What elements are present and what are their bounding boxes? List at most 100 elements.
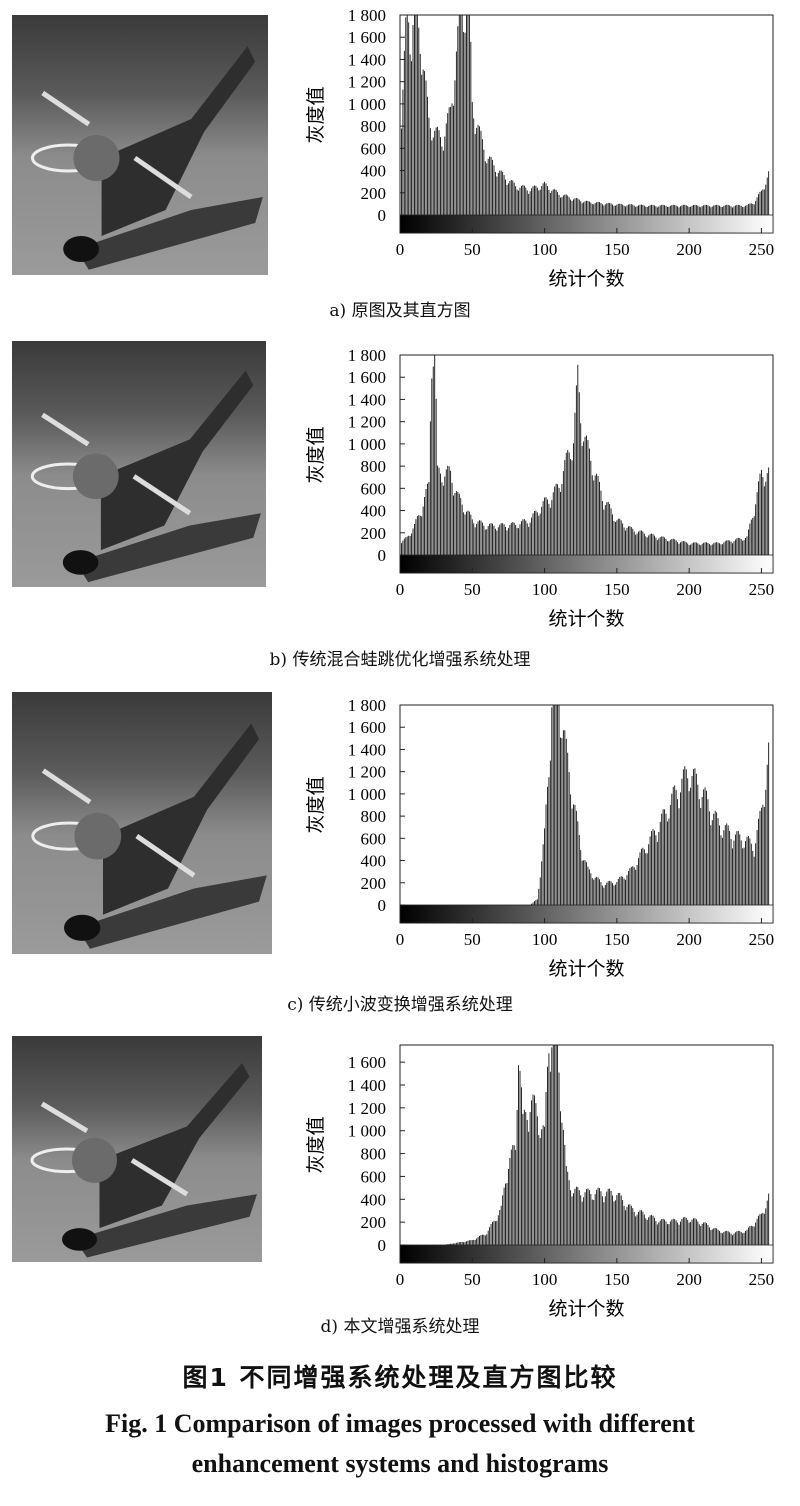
photo-proposed [12,1036,262,1262]
y-tick-label: 1 600 [348,368,386,387]
body-silhouette [77,875,267,949]
histogram-d: 0 200 400 600 800 1 000 1 200 1 400 1 600 0 50 100 1… [305,1044,775,1320]
arm-silhouette [100,370,254,551]
staff-right [133,155,193,200]
arm-silhouette [101,46,256,237]
x-axis-label: 统计个数 [548,958,624,980]
x-axis-label: 统计个数 [548,268,624,290]
arm-silhouette [103,723,259,915]
x-tick-label: 150 [604,580,630,599]
x-tick-label: 0 [396,240,405,259]
histogram-b: 0 200 400 600 800 1 000 1 200 1 400 1 600 1 800 0 5… [305,346,775,630]
y-tick-label: 1 400 [348,390,386,409]
photo-original [12,15,268,275]
y-axis-label: 灰度值 [305,1116,327,1173]
y-tick-label: 1 200 [348,73,386,92]
y-tick-label: 600 [361,139,387,158]
athlete-figure [30,46,263,270]
x-tick-label: 0 [396,930,405,949]
y-tick-label: 1 200 [348,763,386,782]
athlete-figure [30,370,261,583]
histogram-c: 0 200 400 600 800 1 000 1 200 1 400 1 600 1 800 0 5… [305,696,774,980]
x-tick-label: 200 [676,930,702,949]
gray-scale-bar [399,904,774,924]
x-tick-label: 150 [604,930,630,949]
staff-left [40,1101,89,1134]
histogram-a: 0 200 400 600 800 1 000 1 200 1 400 1 600 1 800 0 5… [305,6,775,290]
figure-title-en-line1: Fig. 1 Comparison of images processed wi… [105,1409,695,1438]
y-axis-label: 灰度值 [305,86,327,143]
staff-left [41,90,91,127]
x-tick-label: 100 [532,580,558,599]
y-tick-label: 1 800 [348,696,386,715]
panel-d: 0 200 400 600 800 1 000 1 200 1 400 1 600 0 50 100 1… [12,1036,775,1337]
head-shape [74,812,122,860]
x-tick-label: 0 [396,580,405,599]
y-tick-label: 1 000 [348,95,386,114]
x-tick-label: 200 [676,580,702,599]
athlete-figure [30,1063,257,1258]
figure-title-en-line2: enhancement systems and histograms [191,1449,609,1478]
y-tick-label: 0 [378,896,387,915]
head-shape [73,134,120,182]
y-tick-label: 200 [361,874,387,893]
y-tick-label: 600 [361,1167,387,1186]
photo-wavelet [12,692,272,954]
y-axis-label: 灰度值 [305,426,327,483]
y-tick-label: 0 [378,1236,387,1255]
y-tick-label: 800 [361,1145,387,1164]
y-tick-label: 200 [361,1213,387,1232]
head-shape [72,453,119,500]
x-tick-label: 150 [604,240,630,259]
y-tick-label: 0 [378,546,387,565]
y-tick-label: 600 [361,829,387,848]
y-tick-label: 1 000 [348,435,386,454]
figure-title-en: Fig. 1 Comparison of images processed wi… [0,1404,800,1484]
y-tick-label: 200 [361,184,387,203]
caption-d: d) 本文增强系统处理 [320,1317,480,1337]
x-tick-label: 100 [532,930,558,949]
x-tick-label: 0 [396,1270,405,1289]
x-tick-label: 50 [464,240,481,259]
x-tick-label: 100 [532,1270,558,1289]
y-tick-label: 800 [361,457,387,476]
x-tick-label: 250 [749,580,775,599]
staff-left [41,412,90,447]
arm-silhouette [99,1063,250,1229]
body-silhouette [76,197,263,270]
x-tick-label: 50 [464,580,481,599]
y-tick-label: 400 [361,162,387,181]
y-tick-label: 600 [361,479,387,498]
photo-sfla [12,341,266,587]
y-tick-label: 1 000 [348,1122,386,1141]
y-tick-label: 800 [361,807,387,826]
head-shape [72,1137,117,1183]
y-tick-label: 0 [378,206,387,225]
x-axis-label: 统计个数 [548,1298,624,1320]
x-tick-label: 250 [749,1270,775,1289]
caption-a: a) 原图及其直方图 [329,301,471,321]
shoe [63,914,101,941]
x-tick-label: 100 [532,240,558,259]
staff-right [130,1158,189,1197]
x-tick-label: 250 [749,240,775,259]
shoe [62,1228,97,1251]
y-tick-label: 1 400 [348,50,386,69]
y-tick-label: 1 200 [348,1099,386,1118]
y-tick-label: 200 [361,524,387,543]
y-tick-label: 1 200 [348,413,386,432]
y-tick-label: 1 600 [348,1053,386,1072]
gray-scale-bar [399,554,774,574]
x-tick-label: 50 [464,930,481,949]
y-tick-label: 1 400 [348,1076,386,1095]
body-silhouette [75,513,261,583]
y-tick-label: 1 400 [348,740,386,759]
shoe [62,550,99,575]
body-silhouette [74,1194,257,1258]
y-tick-label: 400 [361,1190,387,1209]
y-axis-label: 灰度值 [305,776,327,833]
x-tick-label: 50 [464,1270,481,1289]
x-axis-label: 统计个数 [548,608,624,630]
panel-b: 0 200 400 600 800 1 000 1 200 1 400 1 600 1 800 0 5… [0,0,800,700]
shoe [63,236,100,262]
